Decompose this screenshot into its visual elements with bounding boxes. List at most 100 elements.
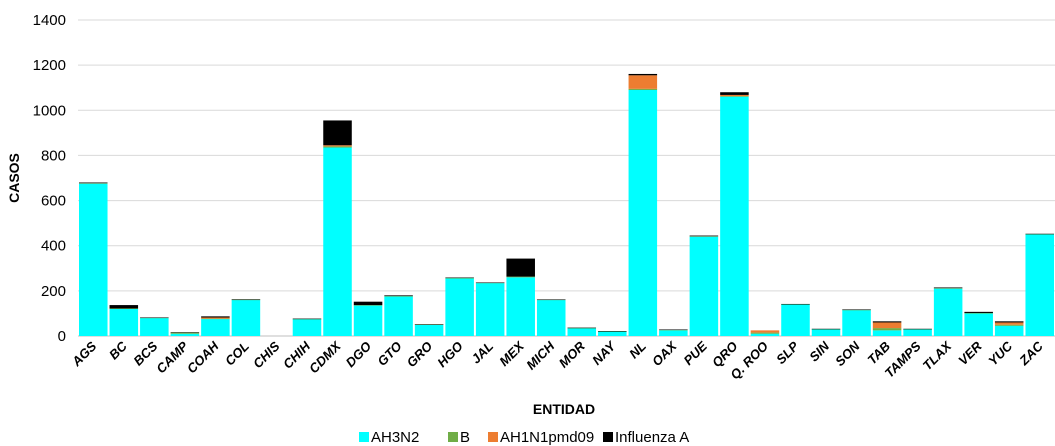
bar-segment bbox=[506, 277, 535, 336]
x-tick-label: NL bbox=[626, 338, 649, 361]
y-axis-title: CASOS bbox=[6, 153, 22, 203]
bar-segment bbox=[445, 277, 474, 279]
bar-segment bbox=[1025, 234, 1054, 336]
legend-label: Influenza A bbox=[615, 429, 689, 446]
x-tick-label: SLP bbox=[773, 338, 802, 367]
bar-segment bbox=[933, 288, 963, 289]
x-tick-label: GTO bbox=[374, 339, 404, 369]
bar-segment bbox=[475, 282, 505, 336]
bar-segment bbox=[201, 317, 230, 319]
bar-segment bbox=[414, 324, 444, 336]
bar-segment bbox=[384, 295, 413, 297]
bar-segment bbox=[933, 287, 963, 289]
bar-segment bbox=[750, 333, 780, 336]
bar-segment bbox=[384, 296, 413, 336]
x-tick-label: COAH bbox=[184, 338, 222, 376]
bar-segment bbox=[872, 321, 902, 323]
bar-segment bbox=[811, 329, 841, 336]
bar-segment bbox=[781, 304, 810, 336]
bar-segment bbox=[628, 88, 658, 90]
bar-segment bbox=[323, 146, 352, 148]
bar-segment bbox=[689, 236, 719, 237]
bar-segment bbox=[750, 332, 780, 334]
bar-segment bbox=[659, 329, 688, 330]
x-tick-label: JAL bbox=[468, 338, 496, 366]
legend-item: AH1N1pmd09 bbox=[488, 429, 594, 446]
x-tick-label: COL bbox=[222, 338, 252, 368]
bar-segment bbox=[109, 308, 139, 336]
x-tick-label: GRO bbox=[404, 339, 436, 371]
bar-segment bbox=[994, 325, 1024, 336]
bar-segment bbox=[170, 332, 200, 333]
bar-segment bbox=[842, 309, 871, 310]
bar-segment bbox=[536, 299, 566, 336]
bar-segment bbox=[140, 317, 169, 318]
bar-segment bbox=[720, 94, 749, 97]
y-tick-label: 600 bbox=[41, 193, 66, 210]
bar-segment bbox=[689, 235, 719, 237]
bar-segment bbox=[170, 332, 200, 334]
x-tick-label: MEX bbox=[496, 338, 527, 369]
x-tick-label: PUE bbox=[681, 338, 711, 368]
bar-segment bbox=[292, 319, 322, 336]
x-tick-label: YUC bbox=[985, 338, 1015, 368]
bar-segment bbox=[598, 331, 627, 336]
bar-segment bbox=[872, 328, 902, 331]
bar-segment bbox=[964, 311, 993, 313]
x-tick-label: VER bbox=[955, 338, 985, 368]
bar-segment bbox=[964, 312, 993, 314]
bar-segment bbox=[994, 321, 1024, 323]
x-tick-label: CDMX bbox=[306, 338, 345, 377]
x-tick-label: AGS bbox=[68, 338, 99, 369]
x-tick-label: SON bbox=[832, 338, 863, 369]
bar-segment bbox=[353, 305, 383, 336]
bar-segment bbox=[201, 319, 230, 336]
y-tick-label: 200 bbox=[41, 283, 66, 300]
bar-segment bbox=[567, 327, 597, 329]
y-axis-ticks: 0 200 400 600 800 1000 1200 1400 bbox=[33, 12, 66, 345]
y-tick-label: 1000 bbox=[33, 102, 66, 119]
legend-label: AH3N2 bbox=[371, 429, 419, 446]
bar-segment bbox=[353, 301, 383, 306]
bar-segment bbox=[201, 318, 230, 320]
bar-segment bbox=[475, 282, 505, 284]
bar-segment bbox=[79, 183, 108, 184]
x-tick-label: ZAC bbox=[1016, 338, 1047, 369]
bar-segment bbox=[659, 329, 688, 331]
y-tick-label: 800 bbox=[41, 147, 66, 164]
gridlines bbox=[78, 19, 1055, 337]
bar-segment bbox=[414, 324, 444, 325]
x-tick-label: HGO bbox=[434, 339, 466, 371]
legend-item: AH3N2 bbox=[359, 429, 419, 446]
bar-segment bbox=[933, 288, 963, 336]
x-tick-label: CHIS bbox=[250, 338, 283, 371]
bar-segment bbox=[872, 322, 902, 329]
y-tick-label: 1400 bbox=[33, 12, 66, 29]
bar-segment bbox=[811, 328, 841, 330]
bar-segment bbox=[109, 308, 139, 309]
y-tick-label: 1200 bbox=[33, 57, 66, 74]
bar-segment bbox=[903, 328, 932, 330]
bar-segment bbox=[384, 296, 413, 297]
bar-segment bbox=[842, 309, 871, 311]
bar-segment bbox=[140, 317, 169, 336]
bar-segment bbox=[445, 277, 474, 279]
x-tick-label: SIN bbox=[806, 338, 832, 364]
bar-segment bbox=[109, 305, 139, 309]
bar-segment bbox=[903, 329, 932, 336]
bar-segment bbox=[506, 276, 535, 278]
x-tick-label: NAY bbox=[589, 338, 619, 368]
bar-segment bbox=[201, 316, 230, 318]
bar-segment bbox=[231, 299, 261, 336]
x-tick-label: BC bbox=[106, 338, 130, 362]
bar-segment bbox=[689, 236, 719, 336]
x-tick-label: MOR bbox=[556, 338, 588, 370]
bar-segment bbox=[720, 96, 749, 336]
bar-segment bbox=[994, 322, 1024, 325]
legend-item: Influenza A bbox=[603, 429, 689, 446]
bar-segment bbox=[231, 299, 261, 300]
y-tick-label: 400 bbox=[41, 238, 66, 255]
x-tick-label: TLAX bbox=[920, 338, 956, 374]
bar-segment bbox=[720, 96, 749, 97]
